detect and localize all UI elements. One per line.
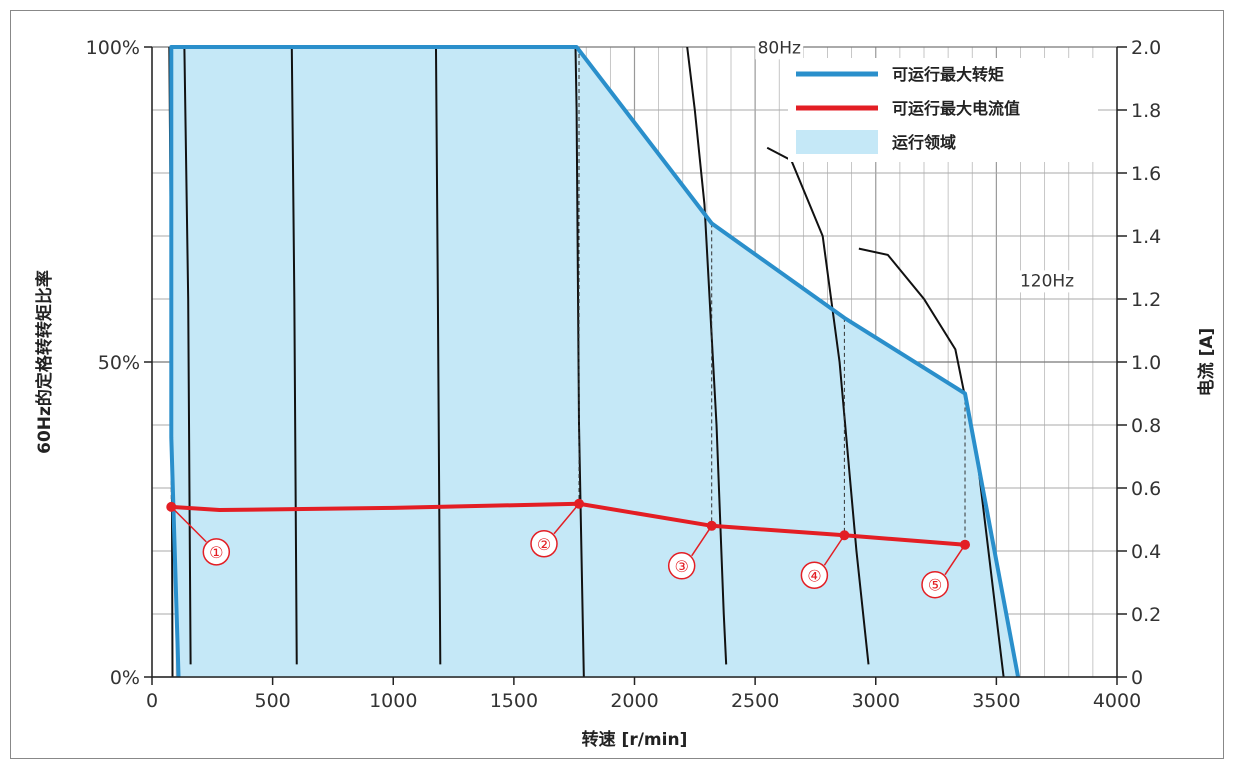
frequency-curve-20Hz xyxy=(290,47,298,665)
y-right-tick-label: 1.4 xyxy=(1131,226,1161,248)
y-right-tick-label: 2.0 xyxy=(1131,37,1161,59)
y-right-tick-label: 1.8 xyxy=(1131,100,1161,122)
operating-point-label: ② xyxy=(537,535,551,554)
frequency-label: 120Hz xyxy=(1020,271,1074,291)
frequency-curves xyxy=(168,47,1005,677)
x-tick-label: 1000 xyxy=(369,690,417,712)
y-right-tick-label: 0.8 xyxy=(1131,415,1161,437)
frequency-curve-100Hz xyxy=(766,146,870,665)
x-tick-label: 1500 xyxy=(490,690,538,712)
frequency-curve-80Hz xyxy=(686,47,728,665)
y-left-tick-label: 100% xyxy=(86,37,140,59)
frequency-label-bg xyxy=(755,37,804,60)
y-axis-right-label: 电流 [A] xyxy=(1196,328,1217,397)
x-axis-label: 转速 [r/min] xyxy=(582,729,688,750)
x-tick-label: 2500 xyxy=(731,690,779,712)
y-right-tick-label: 0.6 xyxy=(1131,478,1161,500)
y-axis-left-label: 60Hz的定格转转矩比率 xyxy=(34,270,55,454)
legend-swatch-area xyxy=(796,130,878,154)
frequency-curve-60Hz xyxy=(574,47,585,677)
y-right-tick-label: 1.2 xyxy=(1131,289,1161,311)
y-right-tick-label: 1.6 xyxy=(1131,163,1161,185)
drop-lines xyxy=(170,47,966,545)
legend-label: 可运行最大转矩 xyxy=(892,65,1004,84)
chart-frame xyxy=(10,10,1224,759)
frequency-curve-120Hz xyxy=(858,247,1005,677)
operating-point-markers: ① ② ③ ④ ⑤ xyxy=(166,498,971,599)
axes: 0 500 1000 1500 2000 2500 3000 3500 4000 0% 50% 100… xyxy=(86,37,1162,712)
legend-label: 运行领域 xyxy=(892,133,956,152)
max-torque-series xyxy=(169,45,1021,678)
operating-point-leader xyxy=(944,544,966,576)
x-tick-label: 4000 xyxy=(1093,690,1141,712)
y-right-tick-label: 0.2 xyxy=(1131,604,1161,626)
operating-point-badge xyxy=(921,570,949,599)
operating-point-badge xyxy=(667,552,696,580)
y-right-tick-label: 0 xyxy=(1131,667,1143,689)
operating-point-leader xyxy=(553,503,580,535)
operating-point-label: ① xyxy=(209,543,223,562)
operating-point-badge xyxy=(530,530,558,558)
x-tick-label: 3500 xyxy=(972,690,1020,712)
frequency-label-bg xyxy=(1018,270,1077,293)
x-tick-label: 0 xyxy=(146,690,158,712)
operating-point-label: ④ xyxy=(807,566,821,585)
operating-point-label: ③ xyxy=(675,557,689,576)
x-tick-label: 500 xyxy=(254,690,290,712)
legend-label: 可运行最大电流值 xyxy=(892,99,1020,118)
operating-point-badge xyxy=(202,538,231,566)
y-right-tick-label: 0.4 xyxy=(1131,541,1161,563)
axis-labels: 转速 [r/min] 60Hz的定格转转矩比率 电流 [A] xyxy=(34,270,1217,750)
y-left-tick-label: 50% xyxy=(98,352,140,374)
x-tick-label: 2000 xyxy=(610,690,658,712)
y-left-tick-label: 0% xyxy=(110,667,140,689)
y-right-tick-label: 1.0 xyxy=(1131,352,1161,374)
operating-point-badge xyxy=(800,561,829,589)
operating-point-label: ⑤ xyxy=(928,576,942,595)
operating-point-leader xyxy=(823,534,846,566)
frequency-label: 80Hz xyxy=(758,38,801,58)
operating-region-area xyxy=(171,47,1019,677)
x-tick-label: 3000 xyxy=(852,690,900,712)
operating-point-leader xyxy=(170,506,207,543)
frequency-curve-40Hz xyxy=(434,47,442,665)
operating-point-leader xyxy=(691,525,713,557)
max-torque-line xyxy=(169,45,1021,678)
frequency-curve-5Hz xyxy=(183,47,192,665)
operating-region-fill xyxy=(171,47,1019,677)
